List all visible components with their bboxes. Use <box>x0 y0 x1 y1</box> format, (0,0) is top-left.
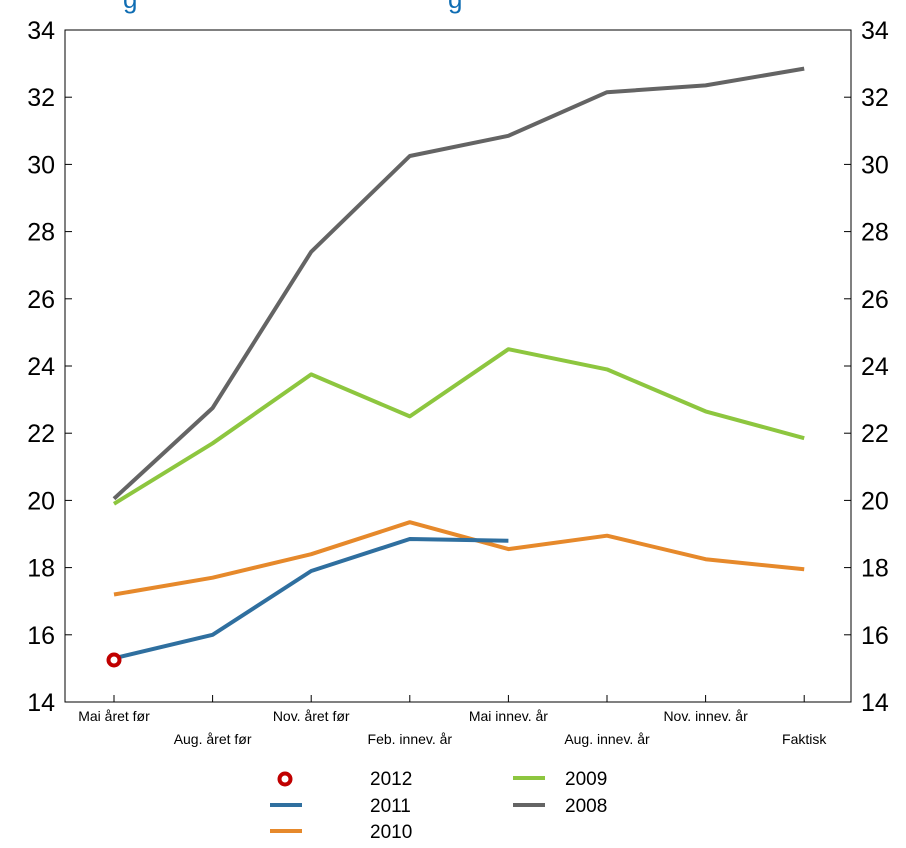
x-tick-label: Feb. innev. år <box>368 731 453 747</box>
x-tick-label: Faktisk <box>782 731 827 747</box>
y-tick-label-right: 18 <box>861 555 889 583</box>
x-tick-label: Nov. innev. år <box>663 708 748 724</box>
x-tick-label: Nov. året før <box>273 708 350 724</box>
series-2010-line <box>113 520 805 597</box>
y-tick-label-left: 14 <box>27 689 55 717</box>
series-2011-line <box>113 537 509 661</box>
y-tick-label-left: 24 <box>27 353 55 381</box>
y-tick-label-right: 24 <box>861 353 889 381</box>
legend-label-2012: 2012 <box>370 769 412 790</box>
series-2009-line <box>112 347 805 506</box>
x-tick-label: Aug. året før <box>174 731 252 747</box>
x-tick-label: Aug. innev. år <box>564 731 650 747</box>
y-tick-label-left: 28 <box>27 219 55 247</box>
y-tick-label-left: 22 <box>27 420 55 448</box>
left-y-axis: 14 16 18 20 22 24 26 28 30 32 34 <box>27 17 72 717</box>
plot-frame <box>64 29 852 703</box>
y-tick-label-right: 20 <box>861 487 889 515</box>
legend-label-2008: 2008 <box>565 796 607 817</box>
y-tick-label-right: 34 <box>861 17 889 45</box>
legend-label-2010: 2010 <box>370 822 412 843</box>
y-tick-label-left: 30 <box>27 151 55 179</box>
y-tick-label-right: 22 <box>861 420 889 448</box>
series-2008-line <box>112 66 805 501</box>
y-tick-label-left: 16 <box>27 622 55 650</box>
legend-item-2008: 2008 <box>513 796 607 817</box>
series-layer <box>106 66 805 668</box>
legend: 2012 2011 2010 2009 2008 <box>270 769 607 843</box>
legend-item-2009: 2009 <box>513 769 607 790</box>
legend-item-2012: 2012 <box>277 769 412 790</box>
y-tick-label-left: 26 <box>27 286 55 314</box>
series-2012-point <box>106 652 122 668</box>
y-tick-label-left: 32 <box>27 84 55 112</box>
legend-label-2009: 2009 <box>565 769 607 790</box>
title-fragment-1: g <box>123 0 137 14</box>
x-tick-label: Mai innev. år <box>469 708 548 724</box>
y-tick-label-right: 14 <box>861 689 889 717</box>
y-tick-label-right: 30 <box>861 151 889 179</box>
x-tick-label: Mai året før <box>78 708 150 724</box>
y-tick-label-right: 26 <box>861 286 889 314</box>
y-tick-label-right: 28 <box>861 219 889 247</box>
legend-label-2011: 2011 <box>370 796 411 817</box>
y-tick-label-right: 32 <box>861 84 889 112</box>
legend-swatch-2012 <box>277 771 293 787</box>
x-axis: Mai året før Aug. året før Nov. året før Fe… <box>78 695 827 747</box>
y-tick-label-left: 18 <box>27 555 55 583</box>
y-tick-label-left: 34 <box>27 17 55 45</box>
y-tick-label-right: 16 <box>861 622 889 650</box>
y-tick-label-left: 20 <box>27 487 55 515</box>
legend-item-2010: 2010 <box>270 822 412 843</box>
legend-item-2011: 2011 <box>270 796 411 817</box>
title-fragment-2: g <box>448 0 462 14</box>
right-y-axis: 14 16 18 20 22 24 26 28 30 32 34 <box>844 17 889 717</box>
